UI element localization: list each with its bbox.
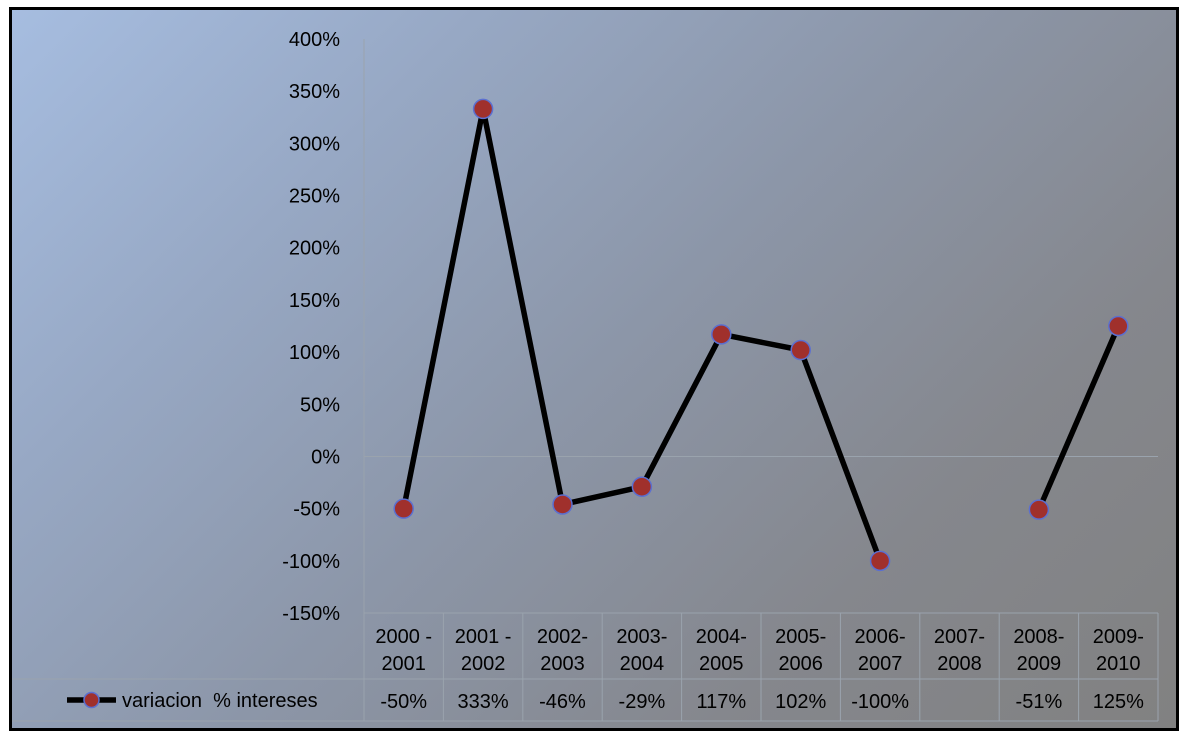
line-chart: 400% 350% 300% 250% 200% 150% 100% 50% 0% -50% -10… bbox=[12, 29, 1159, 722]
y-tick-label: 400% bbox=[289, 29, 340, 51]
x-category-label: 2007-2008 bbox=[934, 626, 985, 675]
y-tick-label: -50% bbox=[293, 499, 340, 521]
x-category-label: 2001 -2002 bbox=[455, 626, 512, 675]
x-category-label: 2006-2007 bbox=[855, 626, 906, 675]
table-value-cell: 333% bbox=[458, 691, 509, 713]
data-point bbox=[790, 339, 811, 361]
y-tick-label: 0% bbox=[311, 446, 340, 468]
x-category-label: 2002-2003 bbox=[537, 626, 588, 675]
table-value-cell: -50% bbox=[380, 691, 427, 713]
data-point bbox=[869, 550, 891, 572]
y-tick-label: 350% bbox=[289, 81, 340, 103]
y-tick-label: -150% bbox=[282, 603, 340, 625]
x-category-label: 2000 -2001 bbox=[375, 626, 432, 675]
x-category-label: 2004-2005 bbox=[696, 626, 747, 675]
y-tick-label: 100% bbox=[289, 342, 340, 364]
table-value-cell: -51% bbox=[1016, 691, 1063, 713]
data-point bbox=[472, 98, 494, 120]
table-value-cell: 117% bbox=[696, 691, 746, 713]
data-point bbox=[1108, 315, 1129, 337]
table-value-cell: 125% bbox=[1093, 691, 1144, 713]
y-tick-label: -100% bbox=[282, 551, 340, 573]
x-category-label: 2003-2004 bbox=[616, 626, 667, 675]
y-tick-label: 50% bbox=[300, 394, 340, 416]
data-point bbox=[393, 498, 414, 519]
x-category-label: 2008-2009 bbox=[1013, 626, 1064, 675]
x-category-label: 2005-2006 bbox=[775, 626, 826, 675]
table-value-cell: 102% bbox=[775, 691, 826, 713]
chart-frame: 400% 350% 300% 250% 200% 150% 100% 50% 0% -50% -10… bbox=[9, 7, 1179, 731]
table-value-cell: -46% bbox=[539, 691, 586, 713]
y-tick-label: 200% bbox=[289, 238, 340, 260]
legend-series-label: variacion % intereses bbox=[122, 690, 318, 712]
x-category-label: 2009-2010 bbox=[1093, 626, 1144, 675]
data-point bbox=[711, 324, 732, 345]
y-tick-label: 250% bbox=[289, 186, 340, 208]
y-tick-label: 150% bbox=[289, 290, 340, 312]
data-point bbox=[552, 494, 573, 515]
legend-marker-sample bbox=[83, 691, 100, 709]
y-tick-label: 300% bbox=[289, 133, 340, 155]
data-point bbox=[1028, 499, 1050, 520]
series-line bbox=[1036, 324, 1121, 511]
table-value-cell: -29% bbox=[619, 691, 666, 713]
table-value-cell: -100% bbox=[851, 691, 909, 713]
data-point bbox=[631, 476, 653, 497]
